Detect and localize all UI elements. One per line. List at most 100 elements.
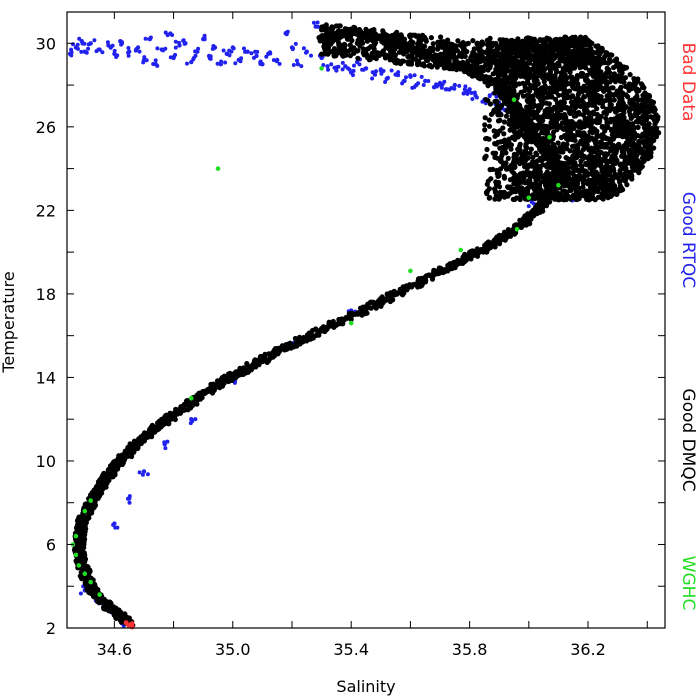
rtqc-point — [92, 38, 97, 43]
dmqc-point — [560, 66, 566, 72]
dmqc-point — [597, 133, 604, 139]
dmqc-point — [615, 73, 622, 79]
dmqc-point — [622, 178, 628, 184]
dmqc-point — [608, 102, 614, 108]
dmqc-point — [618, 116, 624, 122]
dmqc-point — [549, 116, 555, 122]
dmqc-point — [564, 146, 570, 152]
dmqc-point — [497, 166, 504, 172]
dmqc-point — [525, 162, 532, 168]
dmqc-point — [484, 135, 490, 142]
rtqc-point — [347, 67, 352, 72]
dmqc-point — [586, 147, 592, 153]
rtqc-point — [470, 97, 475, 101]
rtqc-point — [293, 41, 298, 46]
dmqc-point — [563, 119, 569, 125]
dmqc-point — [514, 107, 521, 113]
dmqc-point — [514, 175, 520, 181]
rtqc-point — [77, 36, 82, 41]
rtqc-point — [105, 40, 110, 45]
dmqc-point — [551, 104, 558, 110]
dmqc-point — [520, 93, 527, 99]
dmqc-point — [602, 175, 608, 181]
dmqc-point — [610, 166, 616, 172]
dmqc-point — [244, 365, 250, 371]
dmqc-point — [563, 34, 569, 40]
rtqc-point — [301, 46, 306, 51]
dmqc-point — [167, 413, 173, 419]
dmqc-point — [501, 119, 508, 125]
dmqc-point — [531, 85, 537, 91]
dmqc-point — [650, 115, 656, 121]
dmqc-point — [590, 184, 596, 190]
dmqc-point — [540, 42, 546, 48]
dmqc-point — [546, 36, 553, 42]
dmqc-point — [613, 57, 619, 63]
dmqc-point — [595, 55, 602, 61]
dmqc-point — [569, 182, 575, 188]
dmqc-point — [585, 85, 592, 91]
dmqc-point — [589, 71, 595, 78]
rtqc-point — [469, 91, 474, 95]
dmqc-point — [563, 90, 570, 96]
dmqc-point — [525, 155, 531, 161]
rtqc-point — [145, 472, 150, 477]
rtqc-point — [210, 46, 215, 51]
dmqc-point — [509, 116, 515, 122]
rtqc-point — [299, 64, 304, 69]
dmqc-point — [613, 160, 619, 166]
dmqc-point — [412, 281, 418, 287]
dmqc-point — [629, 176, 635, 182]
dmqc-point — [611, 132, 617, 138]
dmqc-point — [598, 140, 604, 146]
dmqc-point — [514, 187, 520, 193]
dmqc-point — [494, 98, 500, 105]
rtqc-point — [494, 94, 499, 99]
rtqc-point — [69, 50, 74, 55]
dmqc-point — [540, 37, 547, 43]
dmqc-point — [545, 59, 551, 65]
rtqc-point — [185, 61, 189, 66]
dmqc-point — [503, 160, 509, 166]
dmqc-point — [77, 573, 83, 579]
dmqc-point — [511, 151, 517, 157]
rtqc-point — [304, 50, 308, 55]
dmqc-point — [488, 176, 494, 182]
rtqc-point — [134, 47, 139, 52]
rtqc-point — [177, 40, 182, 45]
rtqc-point — [114, 55, 119, 59]
dmqc-point — [518, 128, 524, 134]
dmqc-point — [598, 97, 605, 103]
dmqc-point — [603, 115, 609, 121]
dmqc-point — [495, 112, 501, 118]
rtqc-point — [172, 54, 177, 59]
dmqc-point — [503, 166, 510, 172]
dmqc-point — [592, 144, 599, 151]
rtqc-point — [396, 70, 401, 75]
dmqc-point — [615, 93, 621, 99]
rtqc-point — [96, 47, 101, 52]
rtqc-point — [410, 85, 415, 90]
dmqc-point — [627, 100, 633, 106]
dmqc-point — [542, 151, 548, 158]
rtqc-point — [147, 37, 152, 42]
rtqc-point — [452, 82, 457, 88]
dmqc-point — [372, 300, 378, 306]
rtqc-point — [309, 53, 313, 58]
dmqc-point — [605, 151, 611, 157]
dmqc-point — [568, 170, 574, 176]
dmqc-point — [633, 86, 639, 92]
rtqc-point — [137, 470, 142, 475]
dmqc-point — [517, 102, 523, 108]
dmqc-point — [538, 147, 545, 153]
dmqc-point — [652, 119, 659, 126]
dmqc-point — [629, 85, 635, 92]
rtqc-point — [242, 46, 246, 51]
dmqc-point — [607, 52, 614, 58]
dmqc-point — [330, 318, 336, 325]
dmqc-point — [650, 108, 656, 114]
dmqc-point — [517, 196, 523, 203]
dmqc-point — [544, 164, 550, 170]
rtqc-point — [238, 59, 243, 64]
dmqc-point — [568, 118, 575, 125]
